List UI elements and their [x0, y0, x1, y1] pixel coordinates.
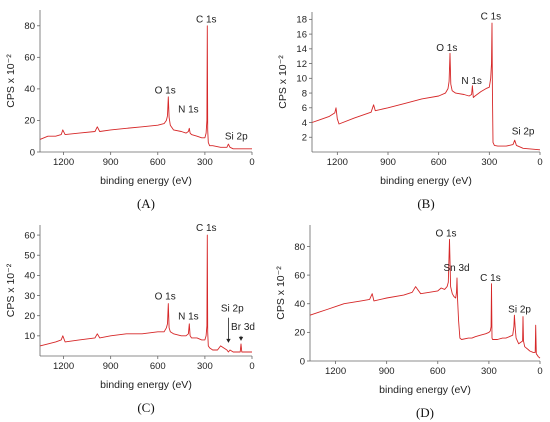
x-tick-label: 600: [430, 366, 446, 377]
x-tick-label: 300: [481, 157, 497, 168]
peak-label: C 1s: [480, 273, 501, 284]
y-axis-title: CPS x 10⁻²: [275, 266, 287, 320]
x-tick-label: 1200: [325, 366, 346, 377]
x-tick-label: 600: [431, 157, 447, 168]
y-tick-label: 30: [24, 291, 35, 302]
x-tick-label: 1200: [53, 361, 74, 372]
y-tick-label: 80: [24, 21, 35, 32]
y-tick-label: 60: [24, 53, 35, 64]
peak-label: N 1s: [178, 105, 199, 116]
x-tick-label: 1200: [327, 157, 348, 168]
peak-label: N 1s: [178, 312, 199, 323]
x-axis-title: binding energy (eV): [380, 175, 472, 187]
y-axis-title: CPS x 10⁻²: [5, 263, 17, 317]
peak-label: Sn 3d: [443, 263, 469, 274]
y-tick-label: 50: [24, 251, 35, 262]
peak-label: Si 2p: [508, 304, 531, 315]
spectrum-line: [311, 22, 541, 151]
peak-label: Si 2p: [225, 131, 248, 142]
x-axis-title: binding energy (eV): [100, 175, 192, 187]
panel-label-a: (A): [137, 196, 155, 211]
y-tick-label: 40: [294, 299, 305, 310]
y-tick-label: 40: [24, 84, 35, 95]
y-tick-label: 18: [296, 15, 307, 26]
x-tick-label: 600: [150, 361, 166, 372]
peak-label: C 1s: [196, 223, 217, 234]
peak-label: C 1s: [196, 15, 217, 26]
peak-label: O 1s: [155, 292, 176, 303]
y-axis-title: CPS x 10⁻²: [5, 54, 17, 108]
y-tick-label: 4: [302, 118, 307, 129]
y-tick-label: 6: [302, 103, 307, 114]
peak-label: Br 3d: [231, 322, 255, 333]
peak-label: O 1s: [155, 86, 176, 97]
x-tick-label: 900: [380, 157, 396, 168]
y-tick-label: 12: [296, 59, 307, 70]
x-tick-label: 600: [150, 157, 166, 168]
peak-label: C 1s: [481, 11, 502, 22]
y-tick-label: 80: [294, 242, 305, 253]
x-tick-label: 0: [537, 157, 542, 168]
peak-label: Si 2p: [221, 304, 244, 315]
x-tick-label: 900: [379, 366, 395, 377]
panel-d: 1200 900 600 300 0 0 20 40 60 80 binding energy (e…: [275, 225, 543, 420]
y-tick-label: 0: [30, 147, 35, 158]
spectrum-line: [39, 234, 252, 353]
y-tick-label: 14: [296, 44, 307, 55]
peak-label: O 1s: [436, 43, 457, 54]
y-tick-label: 20: [294, 328, 305, 339]
y-tick-label: 20: [24, 116, 35, 127]
x-tick-label: 0: [249, 361, 254, 372]
spectrum-line: [39, 25, 252, 150]
y-tick-label: 10: [24, 331, 35, 342]
y-tick-label: 60: [24, 230, 35, 241]
x-tick-label: 0: [537, 366, 542, 377]
arrow-head: [226, 338, 231, 343]
peak-label: O 1s: [435, 228, 456, 239]
x-tick-label: 300: [481, 366, 497, 377]
x-tick-label: 300: [197, 157, 213, 168]
y-tick-label: 10: [296, 74, 307, 85]
panel-label-d: (D): [416, 405, 434, 420]
x-tick-label: 0: [249, 157, 254, 168]
y-axis-title: CPS x 10⁻²: [277, 55, 289, 109]
panel-c: 1200 900 600 300 0 10 20 30 40 50 60 binding energy…: [5, 223, 255, 415]
peak-label: N 1s: [461, 76, 482, 87]
y-tick-label: 20: [24, 311, 35, 322]
arrow-head: [238, 336, 244, 341]
spectrum-line: [309, 238, 541, 359]
y-tick-label: 60: [294, 270, 305, 281]
x-tick-label: 300: [197, 361, 213, 372]
x-tick-label: 900: [103, 361, 119, 372]
panel-a: 1200 900 600 300 0 0 20 40 60 80 binding energy (e…: [5, 10, 255, 211]
y-tick-label: 40: [24, 271, 35, 282]
y-tick-label: 0: [300, 356, 305, 367]
y-tick-label: 2: [302, 133, 307, 144]
y-tick-label: 8: [302, 88, 307, 99]
panel-b: 1200 900 600 300 0 2 4 6 8 10 12 14 16 18 binding ener…: [277, 11, 543, 211]
x-tick-label: 900: [103, 157, 119, 168]
panel-label-c: (C): [137, 400, 154, 415]
x-axis-title: binding energy (eV): [379, 384, 471, 396]
x-tick-label: 1200: [53, 157, 74, 168]
peak-label: Si 2p: [512, 126, 535, 137]
y-tick-label: 16: [296, 29, 307, 40]
x-axis-title: binding energy (eV): [100, 379, 192, 391]
panel-label-b: (B): [417, 196, 434, 211]
